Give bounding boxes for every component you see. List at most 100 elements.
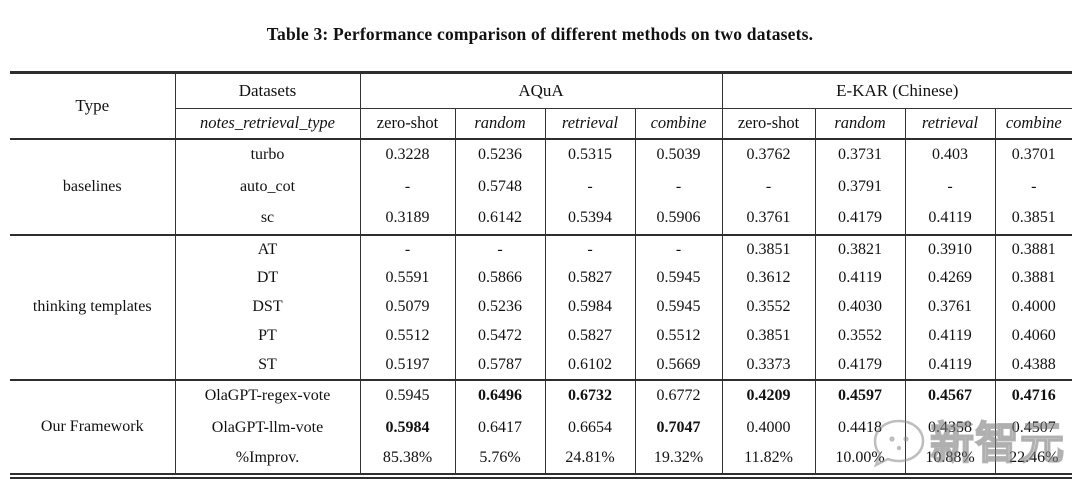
method-cell: sc	[260, 209, 275, 226]
value-cell: 0.4000	[721, 411, 816, 444]
method-cell: DT	[256, 269, 279, 286]
value-cell: 0.4000	[994, 292, 1073, 322]
value-cell: 10.00%	[814, 443, 906, 476]
value-cell: -	[544, 170, 635, 203]
value-cell: 0.5512	[634, 321, 723, 351]
value-cell: 0.5984	[359, 411, 455, 444]
table-body: baselines turbo 0.3228 0.5236 0.5315 0.5039 0.…	[10, 137, 1073, 476]
value-cell: 0.7047	[634, 411, 723, 444]
method-cell: AT	[175, 233, 360, 264]
col-header-aqua-random: random	[454, 108, 545, 140]
value-cell: 0.6772	[634, 378, 723, 412]
results-table: Type Datasets AQuA E-KAR (Chinese) notes…	[10, 71, 1073, 479]
col-group-aqua: AQuA	[359, 72, 723, 109]
value-cell: 0.4119	[814, 263, 906, 293]
value-cell: 24.81%	[544, 443, 635, 476]
value-cell: 0.3851	[721, 233, 816, 264]
col-group-ekar: E-KAR (Chinese)	[721, 72, 1073, 109]
value-cell: 0.6654	[544, 411, 635, 444]
value-cell: 0.3791	[814, 170, 906, 203]
method-cell: auto_cot	[239, 177, 296, 195]
value-cell: 0.3701	[994, 137, 1073, 171]
value-cell: 0.6102	[544, 350, 635, 380]
value-cell: -	[721, 170, 816, 203]
value-cell: 0.3881	[994, 263, 1073, 293]
value-cell: 0.4358	[904, 411, 996, 444]
method-cell: %Improv.	[235, 449, 300, 466]
col-header-ekar-zero-shot: zero-shot	[721, 108, 816, 140]
method-cell: DST	[252, 298, 283, 315]
value-cell: 0.5236	[454, 137, 545, 171]
value-cell: 0.3851	[994, 202, 1073, 235]
value-cell: 0.5984	[544, 292, 635, 322]
value-cell: 11.82%	[721, 443, 816, 476]
value-cell: 0.5748	[454, 170, 545, 203]
value-cell: 22.46%	[994, 443, 1073, 476]
value-cell: -	[454, 233, 545, 264]
value-cell: -	[544, 233, 635, 264]
value-cell: 0.3881	[994, 233, 1073, 264]
value-cell: 0.3552	[721, 292, 816, 322]
value-cell: 0.403	[904, 137, 996, 171]
value-cell: -	[359, 170, 455, 203]
value-cell: 0.4060	[994, 321, 1073, 351]
method-cell: OlaGPT-regex-vote	[175, 378, 360, 412]
value-cell: 0.3373	[721, 350, 816, 380]
value-cell: -	[359, 233, 455, 264]
value-cell: 0.5945	[359, 378, 455, 412]
value-cell: 85.38%	[359, 443, 455, 476]
value-cell: 0.3552	[814, 321, 906, 351]
value-cell: 0.5197	[359, 350, 455, 380]
row-group-label: baselines	[10, 137, 176, 235]
value-cell: 19.32%	[634, 443, 723, 476]
value-cell: 0.3612	[721, 263, 816, 293]
value-cell: 0.5945	[634, 292, 723, 322]
method-cell: OlaGPT-llm-vote	[211, 418, 324, 436]
value-cell: 0.5787	[454, 350, 545, 380]
value-cell: -	[634, 170, 723, 203]
value-cell: 0.5591	[359, 263, 455, 293]
col-header-aqua-combine: combine	[634, 108, 723, 140]
table-caption: Table 3: Performance comparison of diffe…	[266, 24, 814, 44]
col-header-type: Type	[10, 72, 176, 140]
value-cell: 0.5906	[634, 202, 723, 235]
value-cell: 0.4119	[904, 321, 996, 351]
value-cell: 0.5394	[544, 202, 635, 235]
value-cell: 5.76%	[454, 443, 545, 476]
method-cell: turbo	[175, 137, 360, 171]
col-header-aqua-zero-shot: zero-shot	[359, 108, 455, 140]
value-cell: 0.3189	[359, 202, 455, 235]
method-cell: ST	[258, 355, 277, 373]
value-cell: 0.3731	[814, 137, 906, 171]
value-cell: 0.5039	[634, 137, 723, 171]
col-header-datasets: Datasets	[174, 72, 360, 109]
value-cell: -	[904, 170, 996, 203]
row-group-label: thinking templates	[10, 233, 176, 380]
value-cell: 0.3851	[721, 321, 816, 351]
value-cell: 0.4716	[994, 378, 1073, 412]
value-cell: 0.4597	[814, 378, 906, 412]
value-cell: 0.5472	[454, 321, 545, 351]
value-cell: 0.6732	[544, 378, 635, 412]
value-cell: 0.5827	[544, 321, 635, 351]
value-cell: 0.3821	[814, 233, 906, 264]
value-cell: 0.5945	[634, 263, 723, 293]
value-cell: 0.6496	[454, 378, 545, 412]
value-cell: 0.5079	[359, 292, 455, 322]
col-header-ekar-combine: combine	[994, 108, 1073, 140]
method-cell: PT	[258, 327, 277, 344]
col-header-aqua-retrieval: retrieval	[544, 108, 635, 140]
col-header-ekar-retrieval: retrieval	[904, 108, 996, 140]
col-header-notes-retrieval-type: notes_retrieval_type	[174, 108, 360, 140]
value-cell: 0.4418	[814, 411, 906, 444]
value-cell: 0.5236	[454, 292, 545, 322]
value-cell: 0.3761	[721, 202, 816, 235]
value-cell: 0.3762	[721, 137, 816, 171]
value-cell: 0.6417	[454, 411, 545, 444]
value-cell: 0.4119	[904, 202, 996, 235]
value-cell: 0.3228	[359, 137, 455, 171]
value-cell: 0.3761	[904, 292, 996, 322]
value-cell: 0.5512	[359, 321, 455, 351]
value-cell: 0.4388	[994, 350, 1073, 380]
value-cell: 0.5315	[544, 137, 635, 171]
